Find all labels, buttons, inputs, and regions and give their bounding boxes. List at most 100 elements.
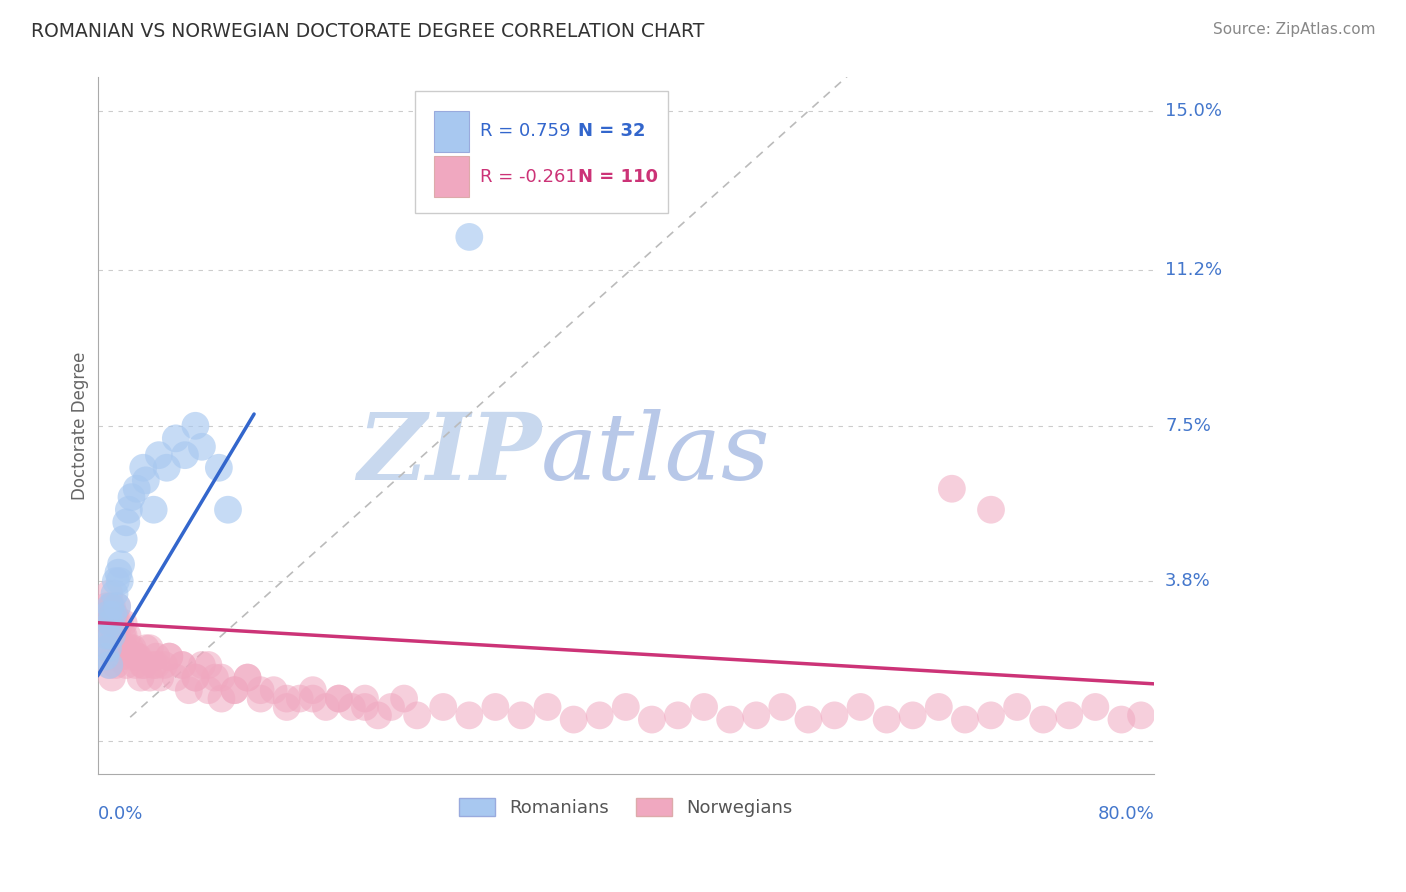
Point xyxy=(120,649,142,664)
Point xyxy=(118,502,141,516)
Point xyxy=(98,658,121,673)
Point xyxy=(191,658,214,673)
Point xyxy=(165,431,187,445)
Point xyxy=(693,700,716,714)
Point xyxy=(101,629,124,643)
Point xyxy=(172,658,194,673)
Point xyxy=(458,708,481,723)
Point xyxy=(249,691,271,706)
Point xyxy=(111,629,134,643)
Point xyxy=(108,574,131,588)
Point xyxy=(354,691,377,706)
Point xyxy=(263,683,285,698)
Point xyxy=(315,700,337,714)
Point xyxy=(666,708,689,723)
Point xyxy=(103,649,125,664)
Point xyxy=(103,587,125,601)
Point xyxy=(124,658,146,673)
Point xyxy=(145,649,167,664)
Point xyxy=(224,683,246,698)
FancyBboxPatch shape xyxy=(433,156,470,197)
Point xyxy=(129,671,152,685)
Text: 15.0%: 15.0% xyxy=(1166,102,1222,120)
Point xyxy=(148,448,170,462)
Point xyxy=(157,649,180,664)
Text: R = -0.261: R = -0.261 xyxy=(479,168,576,186)
Point xyxy=(614,700,637,714)
Point xyxy=(197,683,219,698)
Point xyxy=(96,629,118,643)
Point xyxy=(177,683,200,698)
Point xyxy=(340,700,363,714)
Point xyxy=(236,671,259,685)
Point xyxy=(1032,713,1054,727)
Text: 3.8%: 3.8% xyxy=(1166,572,1211,591)
Point xyxy=(103,607,125,622)
Point xyxy=(115,516,138,530)
FancyBboxPatch shape xyxy=(415,91,668,213)
Point xyxy=(301,683,323,698)
Point xyxy=(121,641,143,656)
Point xyxy=(105,599,128,614)
Point xyxy=(100,641,122,656)
Text: atlas: atlas xyxy=(541,409,770,499)
Point xyxy=(112,629,135,643)
Point xyxy=(97,607,120,622)
Point xyxy=(94,649,117,664)
Point xyxy=(1059,708,1081,723)
Point xyxy=(165,671,187,685)
Point xyxy=(96,641,118,656)
Point xyxy=(97,641,120,656)
Point xyxy=(105,599,128,614)
Point xyxy=(797,713,820,727)
Point xyxy=(103,607,125,622)
Point xyxy=(135,641,157,656)
Point xyxy=(94,615,117,630)
Point xyxy=(98,658,121,673)
Point xyxy=(107,641,129,656)
Point xyxy=(100,599,122,614)
Point xyxy=(100,615,122,630)
Point xyxy=(110,558,132,572)
Point xyxy=(328,691,350,706)
Point xyxy=(101,671,124,685)
Point xyxy=(197,658,219,673)
Point xyxy=(139,671,162,685)
Point xyxy=(288,691,311,706)
Point xyxy=(249,683,271,698)
FancyBboxPatch shape xyxy=(433,111,470,152)
Point xyxy=(641,713,664,727)
Point xyxy=(224,683,246,698)
Point xyxy=(114,641,136,656)
Point xyxy=(458,230,481,244)
Text: N = 32: N = 32 xyxy=(578,122,645,140)
Point xyxy=(204,671,226,685)
Point xyxy=(142,658,165,673)
Point xyxy=(1130,708,1153,723)
Point xyxy=(392,691,415,706)
Point xyxy=(100,615,122,630)
Point xyxy=(901,708,924,723)
Point xyxy=(135,474,157,488)
Point xyxy=(536,700,558,714)
Point xyxy=(1005,700,1028,714)
Point xyxy=(125,649,148,664)
Point xyxy=(510,708,533,723)
Point xyxy=(172,658,194,673)
Point xyxy=(97,629,120,643)
Point xyxy=(117,629,139,643)
Text: R = 0.759: R = 0.759 xyxy=(479,122,571,140)
Point xyxy=(718,713,741,727)
Point xyxy=(125,482,148,496)
Point xyxy=(121,490,143,504)
Point xyxy=(101,599,124,614)
Point xyxy=(367,708,389,723)
Point xyxy=(139,641,162,656)
Point xyxy=(1111,713,1133,727)
Point xyxy=(236,671,259,685)
Legend: Romanians, Norwegians: Romanians, Norwegians xyxy=(451,790,800,824)
Text: ZIP: ZIP xyxy=(357,409,541,499)
Point xyxy=(104,658,127,673)
Point xyxy=(953,713,976,727)
Text: ROMANIAN VS NORWEGIAN DOCTORATE DEGREE CORRELATION CHART: ROMANIAN VS NORWEGIAN DOCTORATE DEGREE C… xyxy=(31,22,704,41)
